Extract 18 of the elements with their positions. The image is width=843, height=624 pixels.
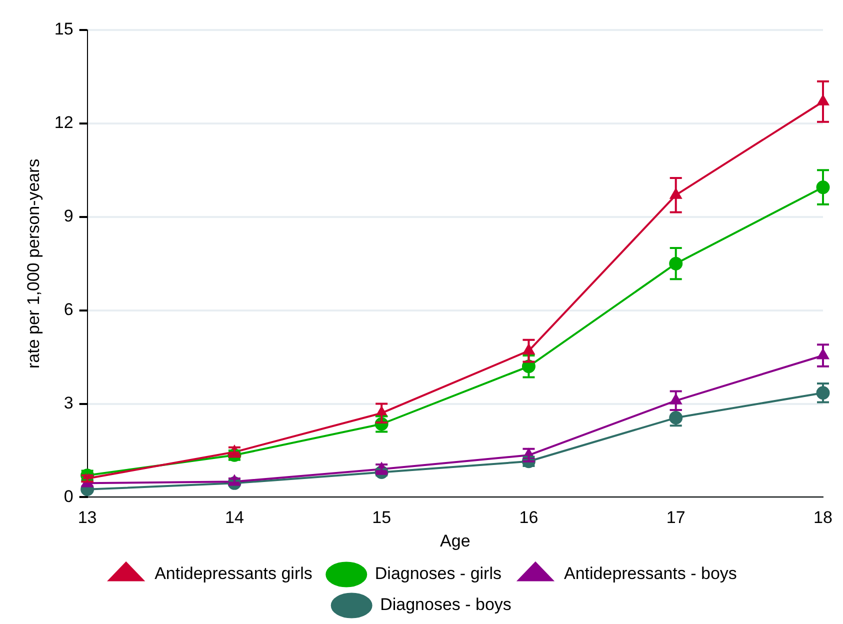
y-axis-title: rate per 1,000 person-years [24, 158, 43, 368]
y-tick-label: 3 [64, 393, 74, 412]
y-tick-label: 9 [64, 206, 74, 226]
x-axis-title: Age [440, 531, 470, 550]
y-tick-label: 12 [54, 113, 74, 132]
x-tick-label: 16 [519, 508, 538, 528]
legend-label: Antidepressants - boys [564, 564, 737, 584]
x-tick-label: 18 [814, 508, 832, 528]
legend-label: Antidepressants girls [154, 564, 312, 584]
legend-label: Diagnoses - girls [374, 564, 502, 584]
y-tick-label: 6 [64, 300, 74, 320]
x-tick-label: 13 [78, 508, 97, 528]
y-tick-label: 0 [64, 486, 74, 506]
legend-label: Diagnoses - boys [380, 595, 512, 614]
x-tick-label: 17 [666, 508, 686, 528]
x-tick-label: 15 [372, 508, 392, 528]
x-tick-label: 14 [224, 508, 244, 528]
y-tick-label: 15 [54, 20, 74, 39]
